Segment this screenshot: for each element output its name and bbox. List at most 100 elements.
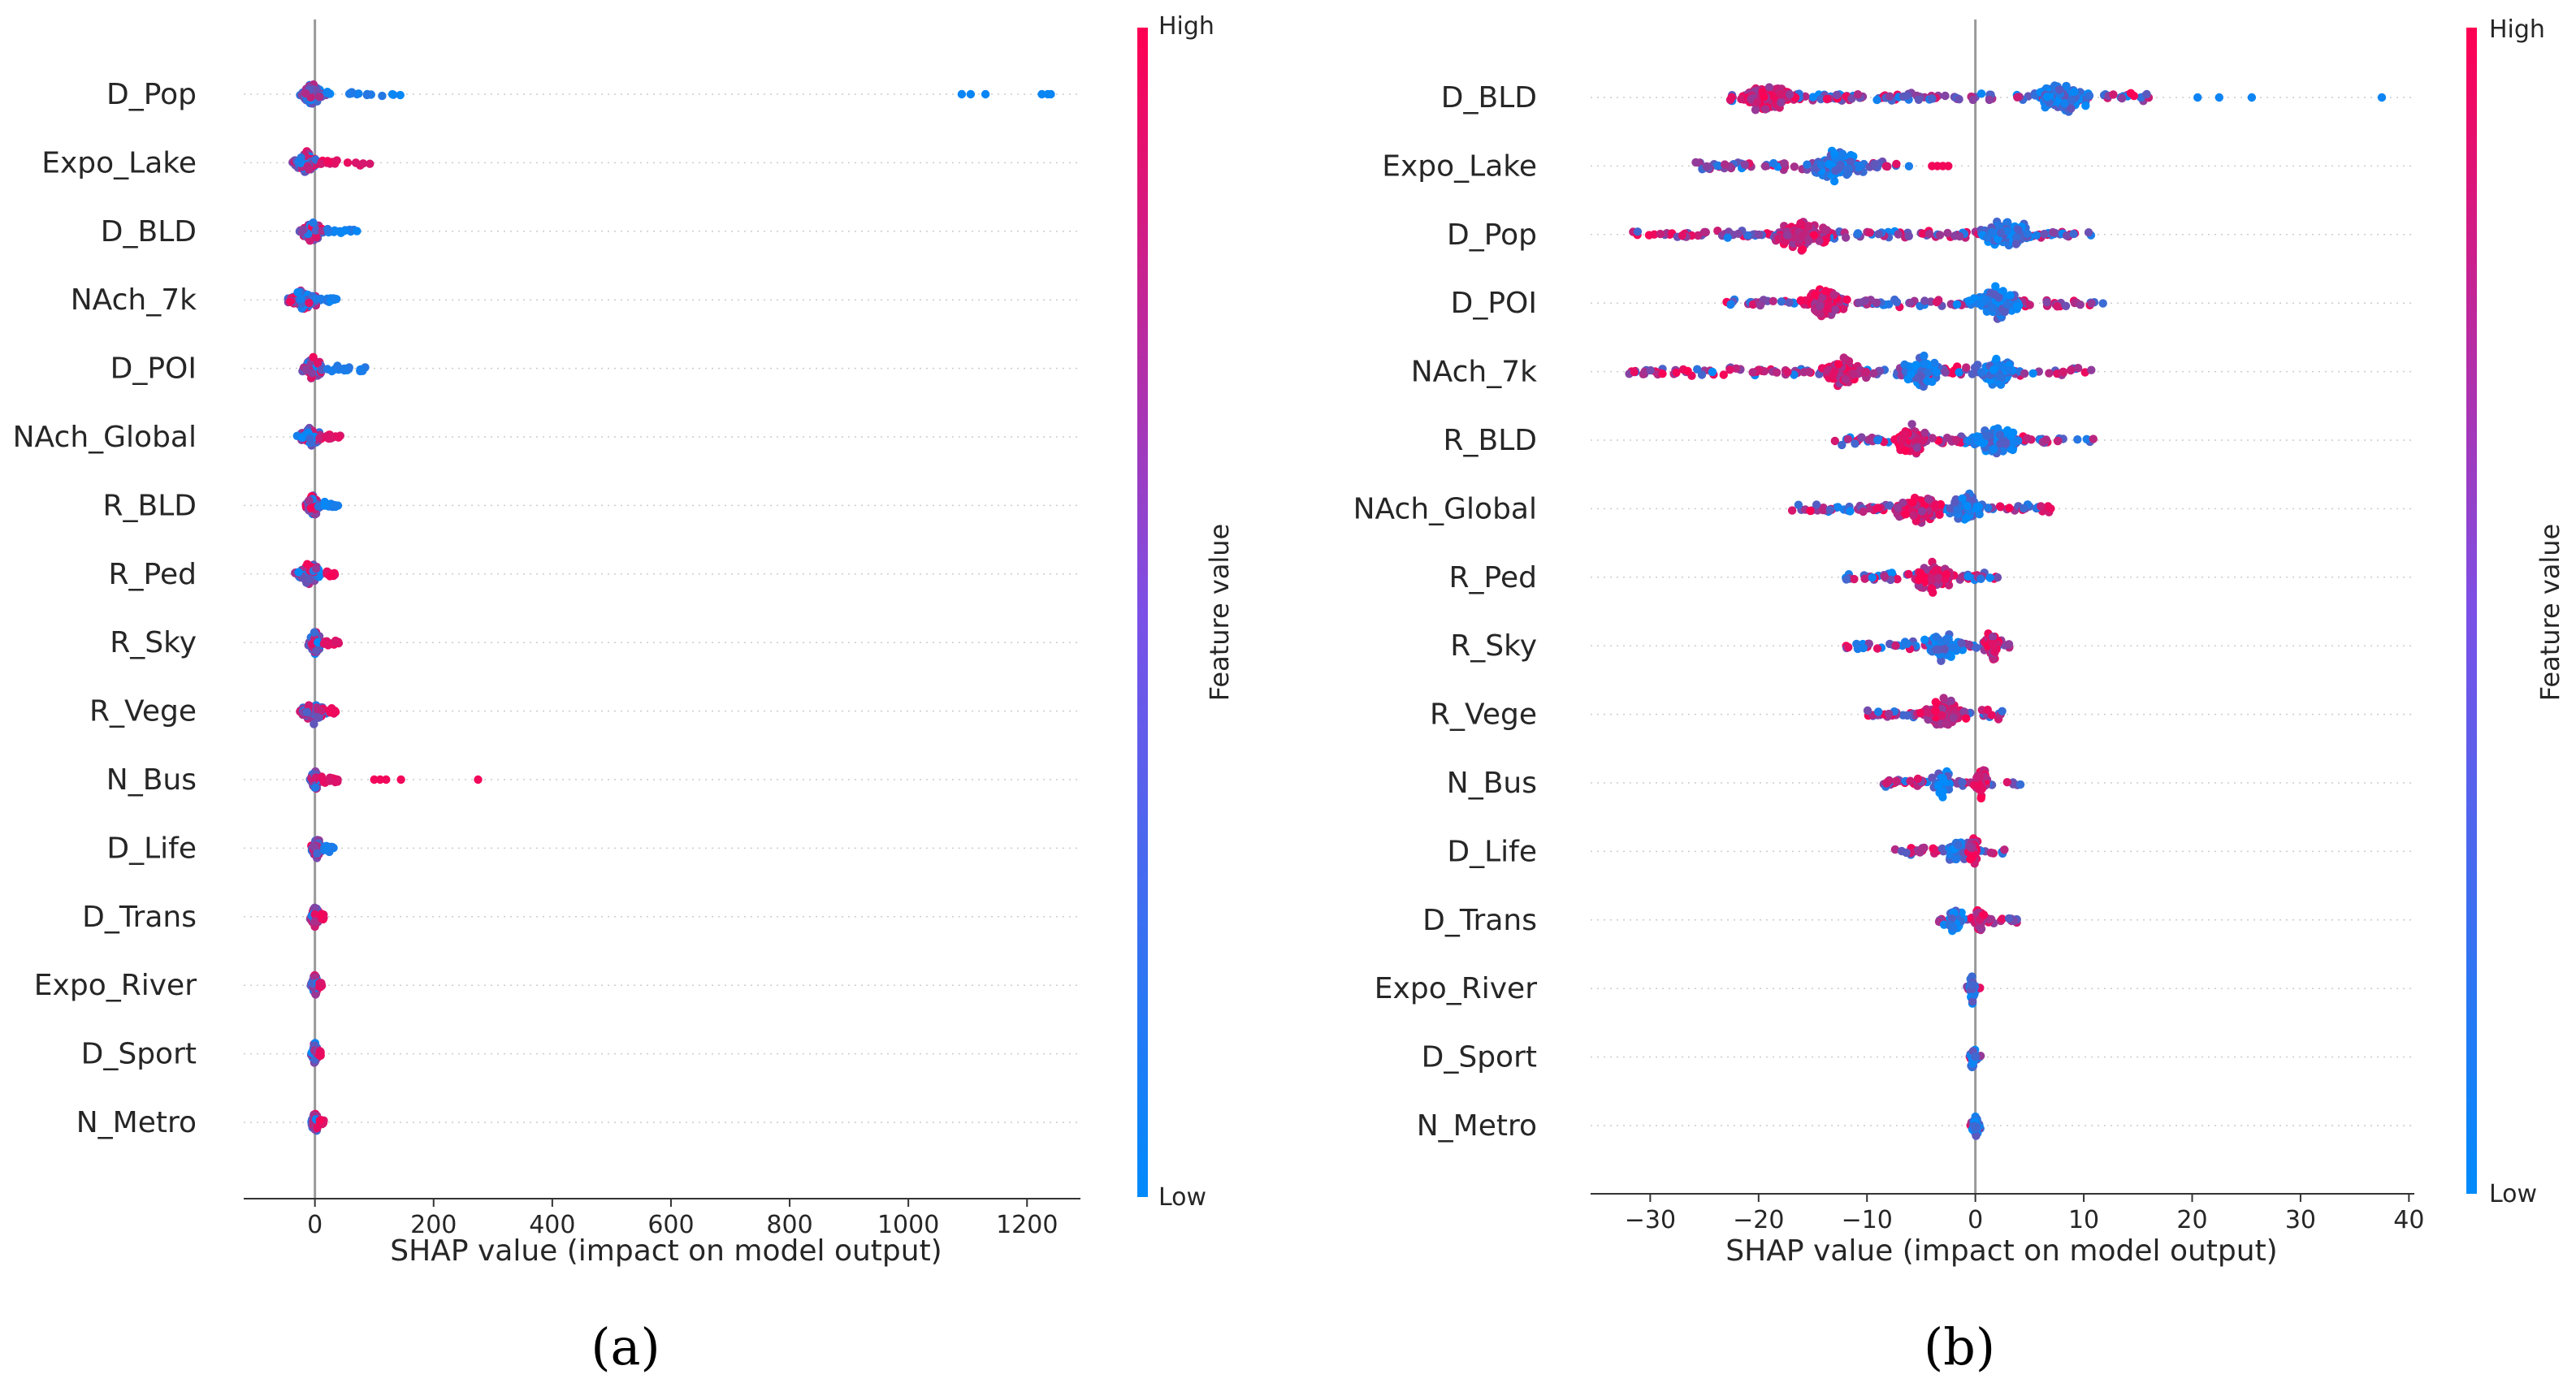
- panel-a-points: [284, 80, 1055, 1135]
- shap-point: [315, 92, 324, 102]
- shap-point: [1732, 364, 1741, 373]
- shap-point: [2067, 96, 2076, 106]
- shap-point: [1872, 95, 1881, 105]
- shap-point: [323, 224, 332, 234]
- shap-point: [312, 564, 321, 573]
- shap-point: [1758, 87, 1767, 97]
- shap-point: [2247, 93, 2257, 102]
- shap-point: [1983, 233, 1992, 242]
- shap-point: [2020, 504, 2028, 513]
- shap-point: [2023, 434, 2032, 443]
- panel-a-colorbar-low-label: Low: [1158, 1183, 1206, 1212]
- feature-label: D_Life: [106, 832, 197, 865]
- shap-point: [1935, 510, 1944, 519]
- shap-point: [1727, 93, 1736, 102]
- shap-point: [305, 298, 314, 308]
- shap-point: [331, 637, 340, 647]
- shap-point: [1847, 94, 1856, 103]
- shap-point: [1911, 361, 1920, 370]
- shap-point: [294, 568, 303, 577]
- shap-point: [302, 707, 312, 716]
- shap-point: [1748, 368, 1757, 377]
- shap-point: [2040, 229, 2049, 239]
- shap-point: [343, 158, 353, 167]
- panel-a-caption: (a): [591, 1317, 660, 1377]
- shap-point: [2037, 502, 2046, 511]
- shap-point: [1944, 162, 1953, 171]
- shap-point: [1806, 506, 1815, 516]
- shap-point: [1923, 376, 1932, 386]
- shap-point: [1804, 222, 1813, 231]
- shap-point: [1943, 228, 1952, 238]
- shap-point: [310, 842, 319, 852]
- shap-point: [1633, 227, 1643, 236]
- feature-label: R_Vege: [89, 695, 197, 728]
- shap-point: [2069, 87, 2079, 97]
- panel-a-beeswarm: D_PopExpo_LakeD_BLDNAch_7kD_POINAch_Glob…: [13, 12, 1235, 1377]
- shap-point: [966, 89, 976, 99]
- shap-point: [1994, 424, 2002, 433]
- shap-point: [1775, 89, 1785, 98]
- shap-point: [1903, 91, 1911, 101]
- shap-point: [1740, 160, 1749, 169]
- shap-point: [1785, 90, 1795, 99]
- shap-point: [1955, 231, 1964, 241]
- shap-point: [1916, 371, 1925, 381]
- shap-point: [1851, 439, 1859, 448]
- shap-point: [1904, 231, 1913, 240]
- shap-point: [1893, 575, 1902, 584]
- feature-label: D_Pop: [106, 78, 197, 111]
- shap-point: [1963, 501, 1972, 511]
- shap-point: [1842, 575, 1851, 584]
- shap-point: [1976, 574, 1985, 583]
- shap-point: [1846, 507, 1855, 516]
- shap-point: [1893, 509, 1902, 519]
- shap-point: [1859, 507, 1868, 516]
- shap-point: [1931, 565, 1941, 575]
- shap-point: [1798, 231, 1807, 240]
- shap-point: [1678, 231, 1687, 240]
- x-tick-label: 600: [647, 1211, 694, 1239]
- shap-point: [1854, 163, 1863, 172]
- shap-point: [299, 573, 308, 583]
- shap-point: [1834, 360, 1843, 369]
- shap-point: [2041, 435, 2051, 444]
- shap-point: [1995, 430, 2005, 439]
- shap-point: [2045, 369, 2054, 378]
- shap-point: [1974, 502, 1984, 511]
- x-tick-label: 800: [766, 1211, 812, 1239]
- shap-point: [1985, 95, 1994, 105]
- shap-point: [1908, 498, 1917, 507]
- shap-point: [303, 162, 312, 171]
- feature-label: N_Metro: [76, 1106, 197, 1139]
- shap-point: [1829, 176, 1839, 186]
- shap-point: [1785, 298, 1794, 307]
- shap-point: [2023, 229, 2032, 238]
- shap-point: [2059, 367, 2067, 376]
- shap-point: [1955, 368, 1963, 377]
- shap-point: [1952, 300, 1962, 309]
- shap-point: [1780, 159, 1789, 168]
- shap-point: [1920, 351, 1929, 361]
- shap-point: [1812, 500, 1821, 509]
- shap-point: [1816, 160, 1826, 170]
- shap-point: [474, 775, 483, 784]
- shap-point: [2069, 229, 2078, 239]
- shap-point: [1976, 89, 1986, 98]
- shap-point: [396, 90, 405, 100]
- shap-point: [1825, 160, 1834, 169]
- shap-point: [1777, 297, 1786, 306]
- shap-point: [1850, 574, 1859, 584]
- shap-point: [1798, 244, 1808, 254]
- shap-point: [1928, 94, 1937, 103]
- shap-point: [1725, 365, 1734, 374]
- shap-point: [1809, 231, 1819, 240]
- shap-point: [1838, 149, 1847, 158]
- shap-point: [1957, 573, 1966, 581]
- shap-point: [1996, 228, 2006, 237]
- shap-point: [1904, 162, 1914, 171]
- shap-point: [1743, 231, 1752, 240]
- shap-point: [1905, 298, 1914, 308]
- shap-point: [2062, 231, 2072, 240]
- shap-point: [1831, 305, 1840, 314]
